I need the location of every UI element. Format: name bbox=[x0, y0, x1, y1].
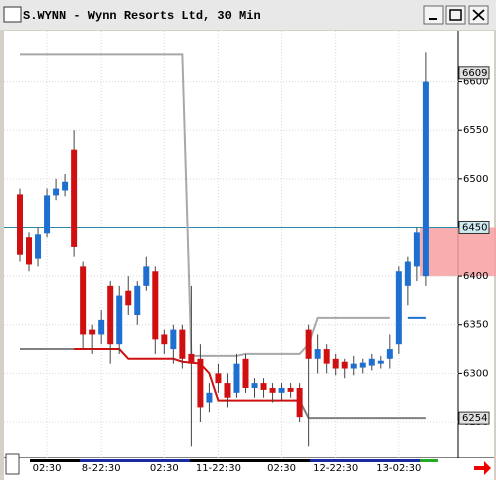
session-bar bbox=[420, 459, 438, 462]
x-tick-label: 02:30 bbox=[150, 463, 179, 474]
minimize-button[interactable] bbox=[423, 5, 444, 25]
maximize-icon bbox=[449, 9, 462, 21]
candle-body bbox=[422, 81, 429, 277]
x-tick-label: 13-02:30 bbox=[376, 463, 421, 474]
price-marker-label: 6609 bbox=[462, 68, 487, 79]
candle-body bbox=[89, 329, 96, 335]
y-tick-label: 6400 bbox=[463, 271, 488, 282]
plot-background bbox=[4, 31, 494, 458]
y-tick-label: 6300 bbox=[463, 368, 488, 379]
price-zone bbox=[420, 227, 496, 277]
candle-body bbox=[62, 181, 69, 191]
price-marker-box bbox=[458, 220, 490, 234]
window-title: S.WYNN - Wynn Resorts Ltd, 30 Min bbox=[23, 9, 261, 23]
candle-body bbox=[323, 349, 330, 364]
session-bar bbox=[30, 459, 80, 462]
app-icon bbox=[3, 6, 22, 23]
candle-body bbox=[26, 237, 33, 265]
session-bar bbox=[310, 459, 420, 462]
price-marker-box bbox=[458, 411, 490, 425]
y-tick-label: 6550 bbox=[463, 125, 488, 136]
candle-body bbox=[143, 266, 150, 286]
candle-body bbox=[44, 195, 51, 234]
price-marker-box bbox=[458, 66, 490, 80]
indicator-line bbox=[20, 53, 390, 357]
scroll-right-arrow[interactable] bbox=[474, 461, 491, 475]
x-tick-label: 02:30 bbox=[267, 463, 296, 474]
session-bar bbox=[190, 459, 310, 462]
candle-body bbox=[350, 363, 357, 369]
x-axis-background bbox=[4, 458, 494, 480]
candle-body bbox=[242, 358, 249, 388]
candle-body bbox=[269, 387, 276, 393]
x-tick-label: 02:30 bbox=[33, 463, 62, 474]
plot: 6250630063506400645065006550660002:308-2… bbox=[4, 31, 496, 474]
candle-body bbox=[224, 383, 231, 398]
price-marker-label: 6254 bbox=[462, 413, 487, 424]
candle-body bbox=[188, 353, 195, 364]
candle-body bbox=[179, 329, 186, 359]
x-tick-label: 12-22:30 bbox=[313, 463, 358, 474]
candle-body bbox=[53, 188, 60, 196]
candle-body bbox=[359, 362, 366, 368]
x-tick-label: 11-22:30 bbox=[196, 463, 241, 474]
candle-body bbox=[404, 261, 411, 286]
candle-body bbox=[206, 392, 213, 403]
session-bar bbox=[80, 459, 190, 462]
candle-body bbox=[134, 285, 141, 316]
price-marker-label: 6450 bbox=[462, 222, 487, 233]
candle-body bbox=[386, 349, 393, 359]
candle-body bbox=[341, 361, 348, 369]
candle-body bbox=[35, 234, 42, 259]
y-tick-label: 6350 bbox=[463, 320, 488, 331]
candle-body bbox=[215, 373, 222, 384]
candle-body bbox=[251, 383, 258, 388]
candle-body bbox=[314, 349, 321, 359]
candle-body bbox=[71, 149, 78, 247]
candle-body bbox=[161, 334, 168, 345]
candle-body bbox=[305, 329, 312, 359]
candle-body bbox=[233, 363, 240, 393]
x-tick-label: 8-22:30 bbox=[82, 463, 121, 474]
y-tick-label: 6600 bbox=[463, 77, 488, 88]
indicator-line bbox=[74, 348, 300, 402]
candle-body bbox=[116, 295, 123, 345]
candle-body bbox=[170, 329, 177, 350]
candle-body bbox=[296, 387, 303, 418]
candle-body bbox=[152, 271, 159, 340]
candle-body bbox=[395, 271, 402, 345]
candle-body bbox=[368, 358, 375, 366]
candle-body bbox=[107, 285, 114, 345]
candle-body bbox=[125, 290, 132, 306]
candle-body bbox=[413, 232, 420, 267]
y-tick-label: 6500 bbox=[463, 174, 488, 185]
candle-body bbox=[377, 360, 384, 364]
indicator-line bbox=[20, 348, 426, 420]
maximize-button[interactable] bbox=[445, 5, 466, 25]
title-bar bbox=[0, 0, 496, 30]
scroll-box[interactable] bbox=[5, 453, 20, 475]
candle-body bbox=[287, 387, 294, 392]
candle-body bbox=[197, 358, 204, 408]
candle-body bbox=[17, 194, 23, 255]
candle-body bbox=[332, 358, 339, 369]
candle-body bbox=[98, 319, 105, 335]
candle-body bbox=[260, 383, 267, 390]
close-icon bbox=[472, 9, 485, 21]
candle-body bbox=[80, 266, 87, 335]
candle-body bbox=[278, 387, 285, 393]
